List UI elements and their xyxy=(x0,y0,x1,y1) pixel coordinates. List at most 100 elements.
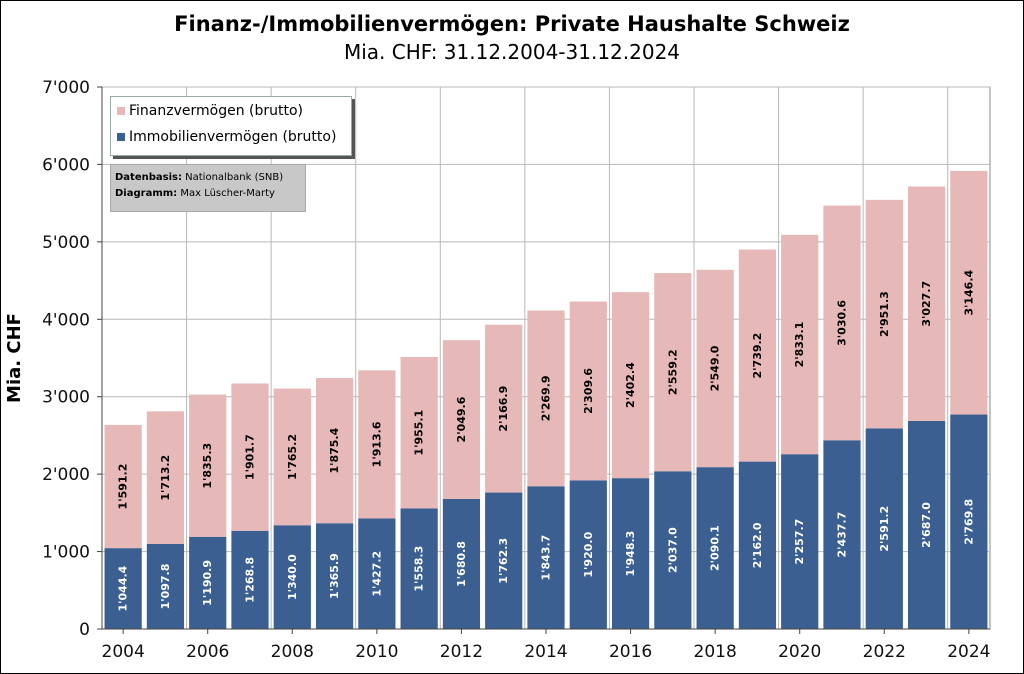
bar-immobilien xyxy=(189,536,227,629)
bar-finanz xyxy=(358,370,396,519)
x-tick-label: 2020 xyxy=(778,642,821,662)
value-label-finanz: 1'875.4 xyxy=(328,427,341,473)
bar-finanz xyxy=(738,249,777,462)
bar-finanz xyxy=(654,273,692,472)
value-label-finanz: 2'269.9 xyxy=(540,375,553,421)
x-tick-label: 2006 xyxy=(186,642,229,662)
legend-label-finanz: Finanzvermögen (brutto) xyxy=(129,103,304,119)
bar-immobilien xyxy=(569,480,607,629)
bar-finanz xyxy=(485,324,523,493)
value-label-immobilien: 1'365.9 xyxy=(328,553,341,599)
value-label-immobilien: 1'558.3 xyxy=(413,546,426,592)
value-label-immobilien: 2'437.7 xyxy=(836,512,849,558)
source-chart-label: Diagramm: xyxy=(115,188,178,199)
bar-finanz xyxy=(865,199,903,429)
bar-immobilien xyxy=(146,543,185,629)
y-tick-label: 7'000 xyxy=(42,78,90,98)
bar-immobilien xyxy=(950,414,988,629)
source-box: Datenbasis: Nationalbank (SNB) Diagramm:… xyxy=(110,164,306,212)
x-tick-label: 2008 xyxy=(271,642,314,662)
source-data-row: Datenbasis: Nationalbank (SNB) xyxy=(115,172,283,183)
value-label-finanz: 1'955.1 xyxy=(413,410,426,456)
bar-immobilien xyxy=(485,492,523,629)
x-tick-label: 2018 xyxy=(694,642,737,662)
legend-swatch-finanz xyxy=(117,107,125,115)
bar-finanz xyxy=(950,170,988,415)
value-label-immobilien: 2'687.0 xyxy=(920,502,933,548)
value-label-finanz: 1'913.6 xyxy=(370,421,383,467)
bar-finanz xyxy=(442,340,481,499)
y-tick-label: 6'000 xyxy=(42,155,90,175)
value-label-immobilien: 2'037.0 xyxy=(666,527,679,573)
bar-immobilien xyxy=(696,467,734,629)
legend: Finanzvermögen (brutto) Immobilienvermög… xyxy=(110,96,352,156)
value-label-immobilien: 1'762.3 xyxy=(497,538,510,584)
value-label-finanz: 1'835.3 xyxy=(201,443,214,489)
x-tick-label: 2024 xyxy=(947,642,990,662)
x-tick-label: 2004 xyxy=(102,642,145,662)
bar-finanz xyxy=(273,388,311,526)
value-label-immobilien: 2'257.7 xyxy=(793,519,806,565)
bar-immobilien xyxy=(442,498,481,629)
bar-immobilien xyxy=(527,486,565,629)
bar-finanz xyxy=(400,356,438,509)
bar-immobilien xyxy=(823,440,861,629)
value-label-immobilien: 1'268.8 xyxy=(244,557,257,603)
source-chart-value: Max Lüscher-Marty xyxy=(180,188,275,199)
value-label-finanz: 2'309.6 xyxy=(582,368,595,414)
bar-finanz xyxy=(781,234,819,455)
bar-finanz xyxy=(823,205,861,441)
bar-finanz xyxy=(231,383,269,531)
x-tick-label: 2022 xyxy=(863,642,906,662)
bar-finanz xyxy=(611,292,650,479)
bar-immobilien xyxy=(907,420,946,629)
y-axis-title: Mia. CHF xyxy=(4,313,25,403)
value-label-immobilien: 2'162.0 xyxy=(751,522,764,568)
y-tick-label: 0 xyxy=(79,620,90,640)
bar-immobilien xyxy=(865,428,903,629)
bar-immobilien xyxy=(400,508,438,629)
value-label-immobilien: 1'190.9 xyxy=(201,560,214,606)
bar-immobilien xyxy=(654,471,692,629)
y-tick-label: 5'000 xyxy=(42,233,90,253)
legend-item-immobilien: Immobilienvermögen (brutto) xyxy=(117,129,336,145)
value-label-immobilien: 2'769.8 xyxy=(962,499,975,545)
bar-immobilien xyxy=(315,523,354,629)
value-label-finanz: 2'166.9 xyxy=(497,386,510,432)
value-label-immobilien: 1'340.0 xyxy=(286,554,299,600)
bar-finanz xyxy=(315,378,354,524)
value-label-immobilien: 1'920.0 xyxy=(582,531,595,577)
value-label-finanz: 2'951.3 xyxy=(878,291,891,337)
bar-immobilien xyxy=(738,461,777,629)
legend-item-finanz: Finanzvermögen (brutto) xyxy=(117,103,303,119)
value-label-finanz: 1'713.2 xyxy=(159,455,172,501)
x-tick-label: 2014 xyxy=(524,642,567,662)
x-tick-label: 2010 xyxy=(355,642,398,662)
value-label-finanz: 3'027.7 xyxy=(920,281,933,327)
value-label-immobilien: 1'948.3 xyxy=(624,531,637,577)
value-label-finanz: 2'833.1 xyxy=(793,322,806,368)
source-data-label: Datenbasis: xyxy=(115,172,182,183)
bar-immobilien xyxy=(781,454,819,629)
x-tick-label: 2016 xyxy=(609,642,652,662)
bar-finanz xyxy=(189,394,227,537)
value-label-finanz: 2'549.0 xyxy=(709,345,722,391)
legend-swatch-immobilien xyxy=(117,133,125,141)
x-tick-label: 2012 xyxy=(440,642,483,662)
value-label-immobilien: 2'090.1 xyxy=(709,525,722,571)
bar-immobilien xyxy=(358,518,396,629)
value-label-immobilien: 1'680.8 xyxy=(455,541,468,587)
value-label-finanz: 1'591.2 xyxy=(117,464,130,510)
bar-immobilien xyxy=(273,525,311,629)
value-label-finanz: 3'146.4 xyxy=(962,269,975,315)
value-label-finanz: 2'559.2 xyxy=(666,349,679,395)
bar-immobilien xyxy=(104,548,142,629)
bar-finanz xyxy=(907,186,946,421)
y-tick-label: 2'000 xyxy=(42,465,90,485)
bar-finanz xyxy=(569,301,607,481)
bar-finanz xyxy=(696,269,734,468)
value-label-immobilien: 1'427.2 xyxy=(370,551,383,597)
source-data-value: Nationalbank (SNB) xyxy=(185,172,284,183)
source-chart-row: Diagramm: Max Lüscher-Marty xyxy=(115,188,275,199)
